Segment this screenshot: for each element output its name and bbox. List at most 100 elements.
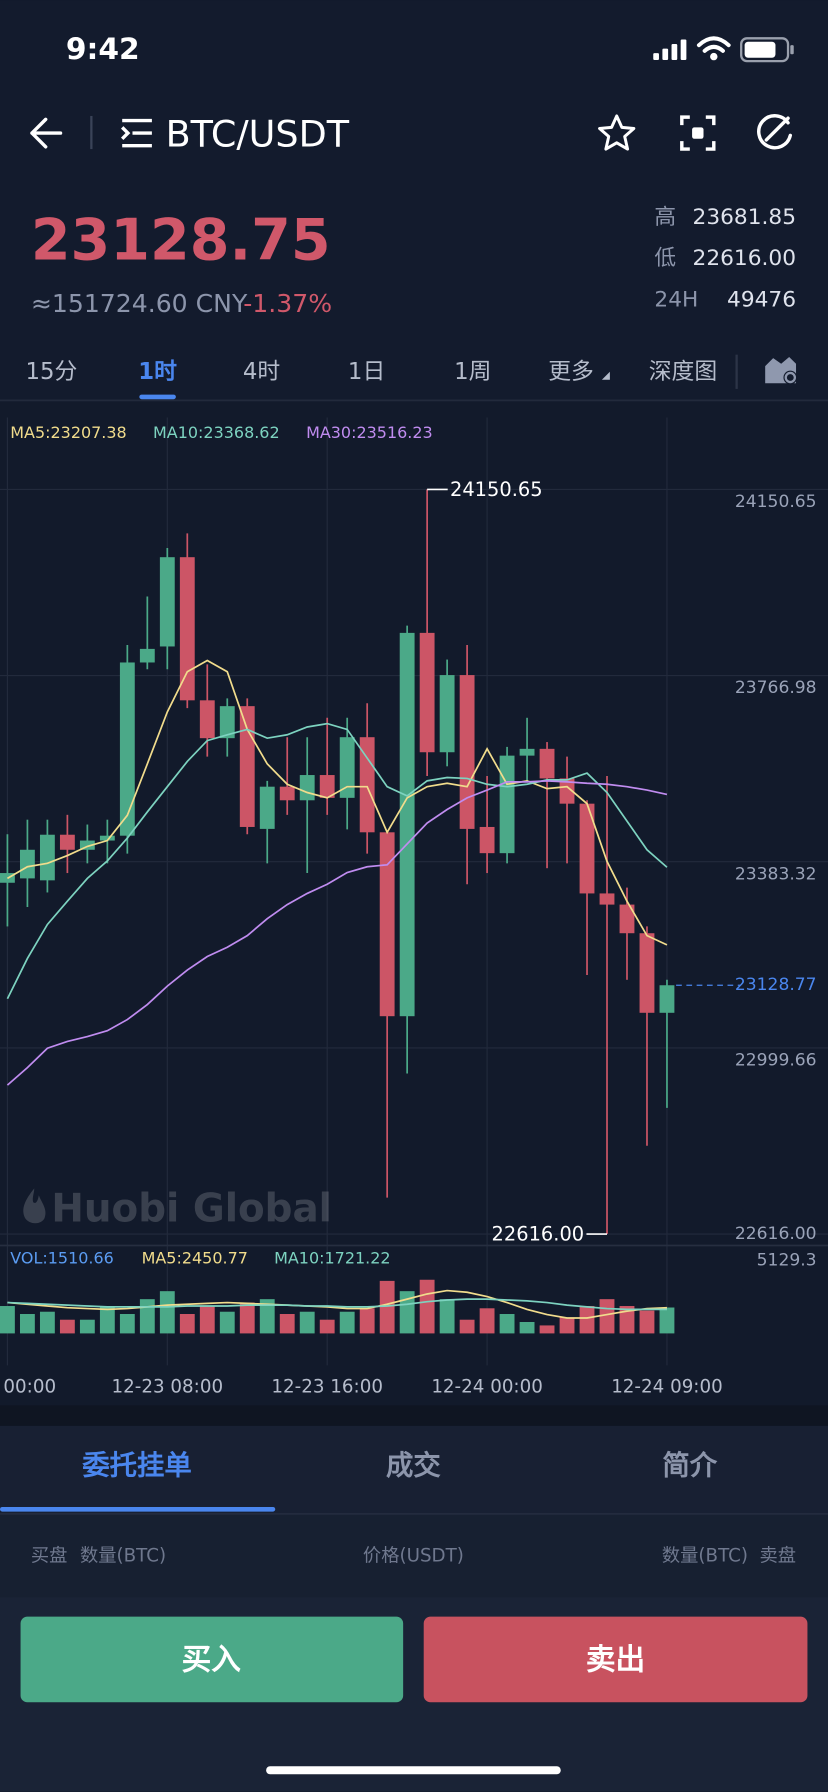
- candle-body: [539, 748, 555, 779]
- watermark: Huobi Global: [51, 1186, 332, 1231]
- candle-body: [79, 840, 95, 850]
- stat-label: 低: [654, 246, 676, 271]
- price-change: -1.37%: [243, 289, 332, 318]
- order-book-column: 买盘: [31, 1546, 68, 1567]
- order-header-row: [0, 1515, 828, 1598]
- order-book-column: 价格(USDT): [363, 1546, 464, 1567]
- interval-tab[interactable]: 1周: [454, 359, 491, 385]
- status-time: 9:42: [66, 32, 140, 67]
- watermark-logo: [23, 1188, 46, 1224]
- home-indicator: [266, 1766, 561, 1775]
- ma-line: [6, 722, 668, 1000]
- interval-tab[interactable]: 4时: [243, 359, 280, 385]
- order-tab[interactable]: 简介: [662, 1449, 717, 1481]
- volume-bar: [419, 1279, 435, 1334]
- candle-body: [19, 849, 35, 879]
- volume-bar: [19, 1314, 35, 1334]
- volume-bar: [159, 1291, 175, 1334]
- candle-body: [339, 737, 355, 798]
- sell-button[interactable]: [423, 1616, 808, 1703]
- buy-label[interactable]: 买入: [182, 1643, 242, 1678]
- more-caret: [601, 371, 610, 380]
- y-tick-label: 24150.65: [735, 492, 817, 512]
- volume-ma-legend: MA10:1721.22: [274, 1249, 390, 1268]
- volume-bar: [59, 1319, 75, 1334]
- indicator-icon[interactable]: [757, 114, 793, 150]
- separator-band: [0, 1405, 828, 1426]
- interval-tab[interactable]: 更多: [548, 359, 594, 385]
- volume-bar: [119, 1314, 135, 1334]
- candle-body: [399, 632, 415, 1017]
- stats: 高 23681.85 低 22616.00 24H 49476: [654, 205, 796, 312]
- volume-bar: [479, 1308, 495, 1334]
- candle-body: [359, 737, 375, 833]
- buy-button[interactable]: [20, 1616, 404, 1703]
- pair-menu-icon[interactable]: [120, 118, 152, 148]
- candle-body: [439, 675, 455, 753]
- candle-body: [639, 933, 655, 1013]
- candle-body: [559, 778, 575, 804]
- interval-tabs: 15分 1时 4时 1日 1周 更多 深度图: [25, 359, 717, 400]
- interval-tab[interactable]: 1时: [138, 359, 177, 385]
- candle-body: [319, 775, 335, 798]
- volume-bar: [179, 1314, 195, 1334]
- last-price-label: 23128.77: [735, 975, 817, 995]
- high-marker-label: 24150.65: [450, 478, 543, 501]
- y-tick-label: 23383.32: [735, 864, 817, 884]
- y-tick-label: 22999.66: [735, 1050, 817, 1070]
- candle-body: [139, 648, 155, 663]
- order-tab-underline: [0, 1507, 276, 1512]
- candle-body: [99, 835, 115, 841]
- back-button[interactable]: [30, 117, 63, 149]
- volume-bar: [99, 1306, 115, 1334]
- candle-body: [479, 826, 495, 854]
- volume-legend: VOL:1510.66: [10, 1249, 114, 1268]
- volume-bar: [39, 1311, 55, 1334]
- volume-bar: [519, 1321, 535, 1334]
- last-price: 23128.75: [31, 207, 331, 273]
- candle-body: [499, 755, 515, 854]
- volume-bar: [339, 1311, 355, 1334]
- y-tick-label: 22616.00: [735, 1224, 817, 1244]
- signal-icon: [653, 39, 687, 61]
- order-tabs: 委托挂单 成交 简介: [0, 1449, 718, 1512]
- plot: 24150.65 22616.00 23128.77: [0, 478, 817, 1334]
- volume-bar: [399, 1291, 415, 1334]
- stat-label: 24H: [654, 287, 698, 312]
- x-tick-label: 00:00: [3, 1377, 56, 1398]
- volume-bar: [79, 1319, 95, 1334]
- volume-bar: [499, 1314, 515, 1334]
- order-book-header: 买盘 数量(BTC) 价格(USDT) 数量(BTC) 卖盘: [31, 1546, 796, 1567]
- volume-bar: [639, 1310, 655, 1334]
- interval-tab[interactable]: 深度图: [649, 359, 717, 385]
- interval-tab[interactable]: 15分: [25, 359, 77, 385]
- sell-label[interactable]: 卖出: [586, 1643, 645, 1678]
- legend: MA5:23207.38 MA10:23368.62 MA30:23516.23 VO…: [10, 423, 816, 1270]
- candle-body: [379, 832, 395, 1017]
- volume-bar: [539, 1325, 555, 1334]
- volume-bar: [619, 1306, 635, 1334]
- candle-body: [179, 557, 195, 701]
- order-tab[interactable]: 委托挂单: [82, 1450, 192, 1481]
- pair-title[interactable]: BTC/USDT: [166, 113, 350, 156]
- favorite-icon[interactable]: [598, 114, 636, 151]
- candle-body: [659, 985, 675, 1013]
- stat-label: 高: [654, 205, 676, 230]
- wifi-icon: [696, 36, 731, 61]
- candle-body: [239, 706, 255, 827]
- candle-body: [259, 786, 275, 829]
- candle-body: [519, 748, 535, 756]
- interval-tab[interactable]: 1日: [348, 359, 385, 385]
- volume-bar: [319, 1319, 335, 1334]
- x-tick-label: 12-23 08:00: [112, 1377, 224, 1398]
- volume-ma-legend: MA5:2450.77: [142, 1249, 248, 1268]
- chart-settings-icon[interactable]: [765, 356, 798, 385]
- candle-body: [579, 803, 595, 894]
- volume-bar: [0, 1306, 15, 1334]
- volume-ma-line: [7, 1289, 668, 1319]
- screenshot-icon[interactable]: [680, 115, 716, 151]
- order-tab[interactable]: 成交: [386, 1449, 441, 1481]
- battery-icon: [740, 37, 794, 63]
- order-book-column: 卖盘: [759, 1546, 796, 1567]
- ma-line: [6, 780, 668, 1086]
